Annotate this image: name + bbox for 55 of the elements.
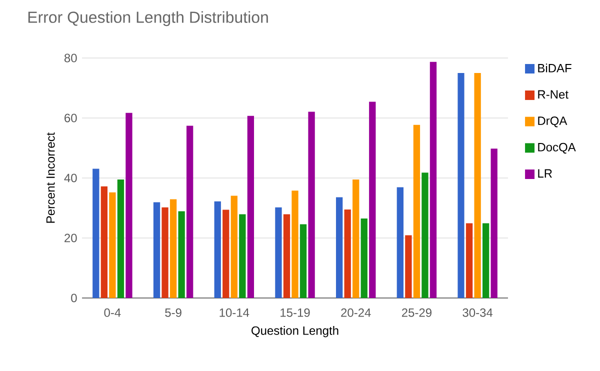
bar (352, 179, 360, 298)
y-axis-title: Percent Incorrect (46, 132, 55, 223)
x-tick-label: 25-29 (402, 308, 432, 317)
y-tick-label: 40 (64, 174, 77, 182)
bar (186, 126, 194, 298)
bar (300, 224, 307, 298)
bar (126, 112, 132, 298)
x-tick-label: 20-24 (341, 308, 371, 317)
bar (162, 207, 168, 298)
bar (405, 235, 412, 298)
bar (360, 218, 368, 298)
bar (153, 202, 160, 298)
legend-label: R-Net (538, 90, 568, 99)
bar (430, 62, 437, 298)
x-axis-title: Question Length (252, 326, 338, 338)
bar (178, 211, 185, 298)
bar (214, 201, 221, 298)
bar (292, 190, 298, 298)
legend-label: DrQA (538, 116, 568, 128)
legend-label: BiDAF (538, 64, 572, 72)
bar (222, 210, 230, 298)
bar (458, 73, 464, 298)
bar (239, 214, 246, 298)
bar (413, 124, 420, 298)
x-tick-label: 5-9 (165, 308, 182, 317)
bar (230, 196, 238, 298)
bar (369, 102, 376, 298)
y-tick-label: 20 (64, 234, 77, 242)
x-tick-label: 10-14 (220, 308, 250, 317)
bar (117, 179, 124, 298)
bar (482, 223, 490, 298)
bar (336, 197, 343, 298)
bar (92, 168, 100, 298)
bar (283, 214, 290, 298)
legend-label: LR (538, 169, 552, 178)
bar (344, 209, 351, 298)
y-tick-label: 0 (71, 294, 77, 302)
bar (466, 223, 473, 298)
chart-title: Error Question Length Distribution (28, 11, 268, 26)
legend-label: DocQA (538, 142, 576, 154)
bar (490, 148, 498, 298)
y-tick-label: 80 (64, 54, 77, 62)
bar (275, 207, 282, 298)
x-tick-label: 15-19 (280, 308, 310, 317)
bar (308, 112, 315, 298)
y-tick-label: 60 (64, 114, 77, 122)
bar (474, 73, 481, 298)
bar (422, 172, 428, 298)
bar (396, 187, 404, 298)
bar (100, 186, 108, 298)
bar (247, 116, 254, 298)
x-tick-label: 0-4 (104, 308, 121, 317)
bar (109, 192, 116, 298)
x-tick-label: 30-34 (462, 308, 493, 317)
bar (170, 199, 177, 298)
